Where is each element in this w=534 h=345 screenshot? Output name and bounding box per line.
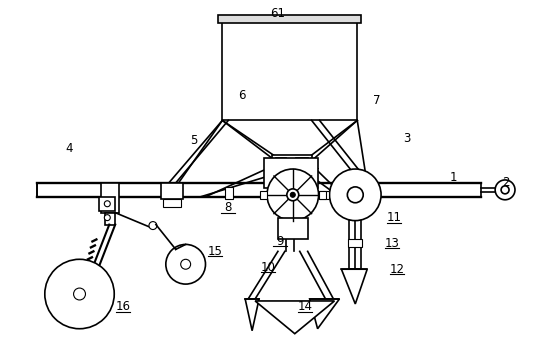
Circle shape [180,259,191,269]
Bar [161,183,183,199]
Text: 7: 7 [373,94,381,107]
Text: 6: 6 [239,89,246,102]
Polygon shape [341,269,367,304]
Circle shape [347,187,363,203]
Polygon shape [245,299,259,331]
Circle shape [329,169,381,220]
Bar [225,187,233,199]
Bar [276,158,286,166]
Text: 12: 12 [389,263,404,276]
Circle shape [166,244,206,284]
Text: 15: 15 [208,245,223,258]
Bar [278,218,308,239]
Circle shape [267,169,319,220]
Bar [222,19,357,120]
Bar [99,197,115,211]
Text: 9: 9 [276,235,284,248]
Circle shape [74,288,85,300]
Circle shape [290,193,295,197]
Text: 5: 5 [190,134,197,147]
Text: 16: 16 [116,300,131,313]
Bar [218,15,361,23]
Text: 2: 2 [502,176,510,189]
Text: 10: 10 [261,261,276,274]
Circle shape [495,180,515,200]
Circle shape [287,189,299,201]
Text: 61: 61 [270,7,285,20]
Bar [296,158,308,166]
Text: 1: 1 [450,171,457,185]
Circle shape [501,186,509,194]
Polygon shape [310,299,340,329]
Circle shape [149,221,157,229]
Text: 13: 13 [384,237,399,250]
Polygon shape [255,301,334,334]
Bar [349,220,361,269]
Bar [319,191,328,199]
Bar [348,239,362,247]
Text: 8: 8 [225,201,232,214]
Text: 4: 4 [66,142,73,155]
Bar [105,213,115,225]
Bar [260,191,267,199]
Circle shape [45,259,114,329]
Bar [319,191,326,199]
Bar [101,183,119,213]
Text: 11: 11 [387,211,402,224]
Circle shape [104,201,111,207]
Text: 3: 3 [403,132,411,145]
Bar [264,158,318,188]
Text: 14: 14 [297,300,312,313]
Bar [37,183,481,197]
Bar [163,199,180,207]
Circle shape [104,215,111,220]
Bar [272,155,312,175]
